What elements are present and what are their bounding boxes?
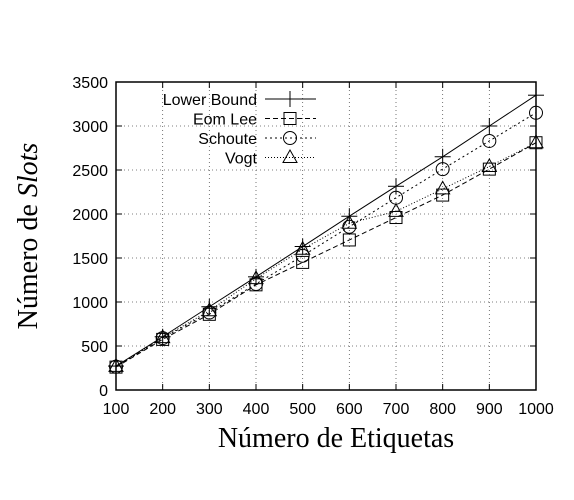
triangle-marker bbox=[528, 134, 544, 149]
y-tick-label: 1000 bbox=[72, 295, 108, 312]
circle-marker bbox=[482, 133, 497, 148]
legend-label: Vogt bbox=[225, 151, 258, 168]
y-tick-label: 3500 bbox=[72, 75, 108, 92]
legend: Lower Bound Eom Lee Schoute Vogt bbox=[163, 91, 316, 168]
triangle-marker bbox=[154, 329, 171, 344]
y-tick-label: 0 bbox=[99, 383, 108, 400]
series-line-schoute bbox=[115, 112, 537, 368]
circle-marker bbox=[283, 131, 297, 145]
x-tick-label: 400 bbox=[243, 401, 270, 418]
series-line-vogt bbox=[115, 142, 537, 367]
plus-marker bbox=[388, 178, 404, 195]
y-tick-label: 3000 bbox=[72, 119, 108, 136]
plus-marker bbox=[201, 298, 218, 315]
circle-marker bbox=[435, 162, 450, 177]
circle-marker bbox=[155, 331, 170, 346]
legend-item: Lower Bound bbox=[163, 91, 316, 109]
y-tick-label: 2000 bbox=[72, 207, 108, 224]
triangle-marker bbox=[388, 202, 404, 217]
circle-marker bbox=[529, 105, 543, 120]
grid bbox=[116, 82, 536, 390]
series-vogt bbox=[108, 134, 544, 372]
series-line-eom-lee bbox=[115, 142, 537, 368]
legend-label: Schoute bbox=[198, 131, 257, 148]
legend-item: Schoute bbox=[198, 131, 316, 148]
y-axis-title: Número de Slots bbox=[13, 143, 44, 330]
x-tick-label: 1000 bbox=[518, 401, 554, 418]
x-tick-label: 200 bbox=[149, 401, 176, 418]
x-tick-label: 100 bbox=[103, 401, 130, 418]
plot-frame bbox=[115, 81, 537, 391]
square-marker bbox=[283, 112, 297, 125]
x-axis-title: Número de Etiquetas bbox=[218, 423, 454, 454]
square-marker bbox=[436, 188, 450, 202]
x-tick-label: 600 bbox=[336, 401, 363, 418]
ticks: 0 500 1000 1500 2000 2500 3000 3500 100 200 300 400… bbox=[72, 75, 553, 418]
triangle-marker bbox=[434, 180, 451, 195]
x-tick-label: 800 bbox=[429, 401, 456, 418]
square-marker bbox=[389, 211, 403, 225]
x-tick-label: 700 bbox=[383, 401, 410, 418]
legend-label: Lower Bound bbox=[163, 92, 257, 109]
y-axis-title-prefix: Número de bbox=[13, 197, 44, 329]
legend-label: Eom Lee bbox=[193, 112, 257, 129]
y-axis-title-italic: Slots bbox=[13, 143, 44, 198]
triangle-marker bbox=[294, 240, 311, 255]
triangle-marker bbox=[108, 357, 124, 372]
circle-marker bbox=[295, 248, 310, 263]
circle-marker bbox=[202, 305, 217, 320]
legend-item: Vogt bbox=[225, 148, 316, 168]
x-tick-label: 500 bbox=[289, 401, 316, 418]
series-group bbox=[108, 87, 544, 375]
plus-marker bbox=[282, 91, 298, 107]
x-tick-label: 900 bbox=[476, 401, 503, 418]
triangle-marker bbox=[248, 270, 264, 285]
plus-marker bbox=[528, 87, 544, 104]
y-tick-label: 500 bbox=[81, 339, 108, 356]
x-tick-label: 300 bbox=[196, 401, 223, 418]
y-tick-label: 1500 bbox=[72, 251, 108, 268]
y-tick-label: 2500 bbox=[72, 163, 108, 180]
triangle-marker bbox=[481, 157, 498, 172]
triangle-marker bbox=[341, 214, 358, 229]
square-marker bbox=[529, 136, 543, 150]
square-marker bbox=[296, 255, 310, 269]
square-marker bbox=[342, 233, 356, 247]
legend-item: Eom Lee bbox=[193, 112, 316, 129]
series-line-lower-bound bbox=[115, 94, 537, 367]
circle-marker bbox=[109, 359, 123, 374]
series-lower-bound bbox=[108, 87, 544, 375]
square-marker bbox=[482, 162, 496, 176]
plus-marker bbox=[481, 118, 498, 134]
triangle-marker bbox=[201, 302, 218, 317]
series-eom-lee bbox=[109, 136, 543, 374]
triangle-marker bbox=[282, 148, 298, 163]
